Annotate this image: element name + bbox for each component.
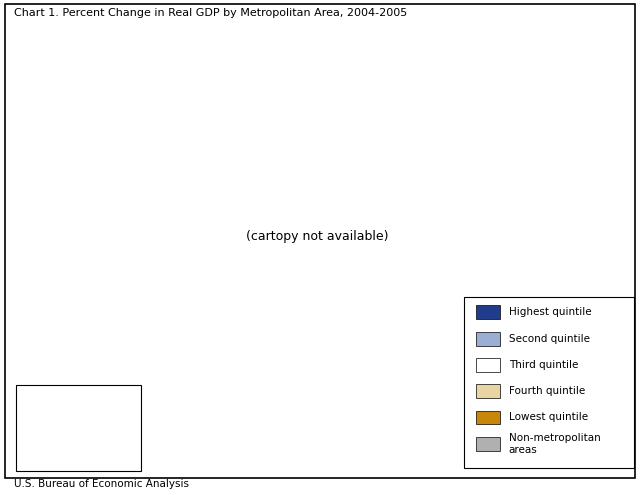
Text: Lowest quintile: Lowest quintile xyxy=(509,412,588,423)
Bar xyxy=(476,305,500,319)
Text: Second quintile: Second quintile xyxy=(509,334,590,344)
Bar xyxy=(476,410,500,424)
Bar xyxy=(476,384,500,398)
Text: (cartopy not available): (cartopy not available) xyxy=(246,230,388,243)
Bar xyxy=(476,358,500,372)
Bar xyxy=(16,385,141,471)
Bar xyxy=(476,437,500,450)
Text: Fourth quintile: Fourth quintile xyxy=(509,386,585,396)
Text: U.S. Bureau of Economic Analysis: U.S. Bureau of Economic Analysis xyxy=(14,479,189,489)
Text: Chart 1. Percent Change in Real GDP by Metropolitan Area, 2004-2005: Chart 1. Percent Change in Real GDP by M… xyxy=(14,8,407,18)
Bar xyxy=(476,332,500,346)
Text: Third quintile: Third quintile xyxy=(509,360,578,370)
Text: Highest quintile: Highest quintile xyxy=(509,307,591,317)
Bar xyxy=(464,297,634,468)
Text: Non-metropolitan
areas: Non-metropolitan areas xyxy=(509,433,600,454)
